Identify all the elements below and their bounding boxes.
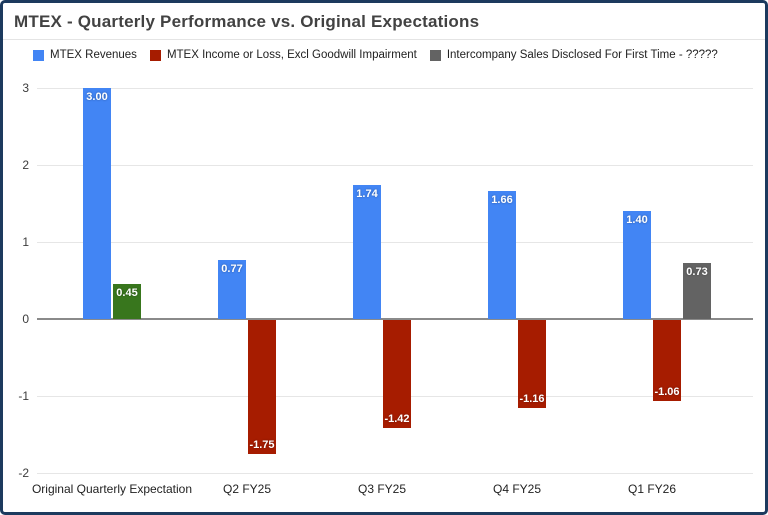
y-tick-label: -2 bbox=[18, 466, 29, 480]
legend-label: MTEX Revenues bbox=[50, 49, 137, 61]
bar-value-label: 1.66 bbox=[491, 194, 513, 207]
y-tick-label: 1 bbox=[22, 235, 29, 249]
bar: 0.73 bbox=[683, 262, 711, 319]
y-tick-label: 2 bbox=[22, 158, 29, 172]
bar-value-label: -1.75 bbox=[249, 438, 275, 451]
x-category-label: Original Quarterly Expectation bbox=[31, 482, 193, 496]
bar-value-label: 1.74 bbox=[356, 188, 378, 201]
x-category-label: Q3 FY25 bbox=[357, 482, 407, 496]
plot-area: 3.00 0.45 0.77 -1.75 1.74 -1.42 1.66 -1.16 1.40 -… bbox=[37, 88, 753, 474]
bar-value-label: -1.16 bbox=[519, 393, 545, 406]
bar: 1.66 bbox=[488, 191, 516, 319]
legend-item: MTEX Income or Loss, Excl Goodwill Impai… bbox=[149, 49, 417, 61]
x-category-label: Q2 FY25 bbox=[222, 482, 272, 496]
x-category-label: Q1 FY26 bbox=[627, 482, 677, 496]
title-divider bbox=[3, 39, 765, 40]
bar: 1.74 bbox=[353, 185, 381, 319]
gridline bbox=[37, 88, 753, 89]
y-tick-label: 0 bbox=[22, 312, 29, 326]
chart-title: MTEX - Quarterly Performance vs. Origina… bbox=[14, 12, 480, 31]
bar-value-label: 3.00 bbox=[86, 91, 108, 103]
gridline bbox=[37, 473, 753, 474]
bar: -1.75 bbox=[248, 320, 276, 454]
bar: -1.06 bbox=[653, 320, 681, 401]
bar-value-label: 1.40 bbox=[626, 214, 648, 227]
bar: -1.16 bbox=[518, 320, 546, 409]
gridline bbox=[37, 242, 753, 243]
x-category-label: Q4 FY25 bbox=[492, 482, 542, 496]
legend-swatch-icon bbox=[149, 49, 161, 61]
bar: 0.77 bbox=[218, 259, 246, 319]
bar-value-label: 0.45 bbox=[116, 287, 138, 300]
zero-baseline bbox=[37, 318, 753, 320]
bar: -1.42 bbox=[383, 320, 411, 429]
bar-value-label: -1.06 bbox=[654, 385, 680, 398]
legend-item: Intercompany Sales Disclosed For First T… bbox=[429, 49, 718, 61]
y-tick-label: -1 bbox=[18, 389, 29, 403]
bar-value-label: -1.42 bbox=[384, 413, 410, 426]
legend-swatch-icon bbox=[429, 49, 441, 61]
bar-value-label: 0.77 bbox=[221, 262, 243, 275]
bar-value-label: 0.73 bbox=[686, 265, 708, 278]
legend-item: MTEX Revenues bbox=[33, 49, 137, 61]
bar: 1.40 bbox=[623, 211, 651, 319]
legend-label: Intercompany Sales Disclosed For First T… bbox=[446, 49, 718, 61]
legend-swatch-icon bbox=[33, 49, 44, 61]
gridline bbox=[37, 165, 753, 166]
y-tick-label: 3 bbox=[22, 81, 29, 95]
legend-label: MTEX Income or Loss, Excl Goodwill Impai… bbox=[166, 49, 417, 61]
bar: 0.45 bbox=[113, 284, 141, 319]
bar: 3.00 bbox=[83, 88, 111, 319]
legend: MTEX Revenues MTEX Income or Loss, Excl G… bbox=[33, 49, 718, 61]
